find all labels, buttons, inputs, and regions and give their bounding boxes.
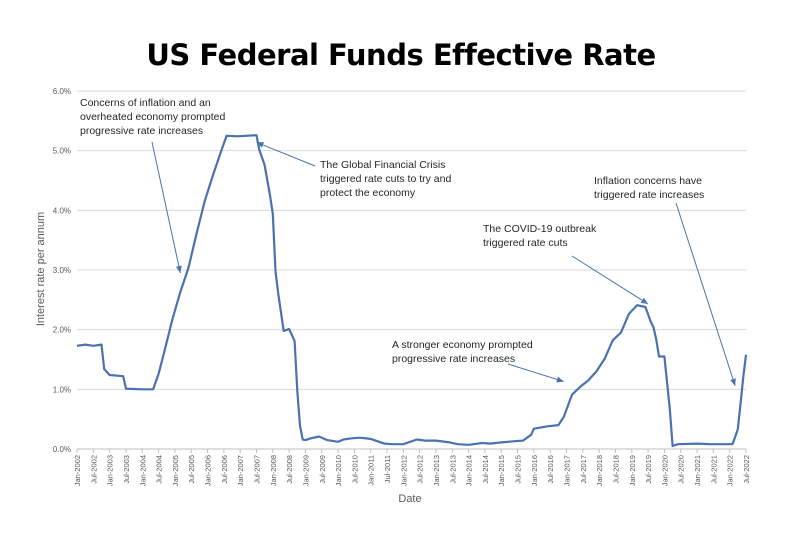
annotation: The COVID-19 outbreak triggered rate cuts <box>483 223 649 305</box>
x-tick-label: Jul-2010 <box>350 455 359 484</box>
y-tick-label: 1.0% <box>53 385 71 394</box>
annotation: The Global Financial Crisis triggered rat… <box>256 141 451 199</box>
x-tick-label: Jul-2002 <box>89 455 98 484</box>
series-line <box>76 134 748 448</box>
x-tick-label: Jul-2012 <box>416 455 425 484</box>
x-tick-label: Jan-2019 <box>628 455 637 486</box>
x-tick-label: Jul-2018 <box>611 455 620 484</box>
x-tick-label: Jan-2003 <box>106 455 115 486</box>
x-tick-label: Jan-2015 <box>497 455 506 486</box>
x-tick-label: Jan-2010 <box>334 455 343 486</box>
chart-title: US Federal Funds Effective Rate <box>146 38 656 72</box>
annotation-text: triggered rate cuts <box>483 237 568 249</box>
annotation-text: A stronger economy prompted <box>392 339 533 351</box>
x-tick-label: Jan-2006 <box>204 455 213 486</box>
x-axis-title: Date <box>398 493 421 505</box>
x-tick-label: Jan-2004 <box>138 455 147 486</box>
x-tick-label: Jan-2017 <box>563 455 572 486</box>
annotation: Inflation concerns have triggered rate in… <box>594 175 736 386</box>
x-tick-label: Jul-2013 <box>448 455 457 484</box>
x-tick-label: Jan-2008 <box>269 455 278 486</box>
x-tick-label: Jan-2016 <box>530 455 539 486</box>
annotation-text: Concerns of inflation and an <box>80 97 211 109</box>
annotation-text: Inflation concerns have <box>594 175 702 187</box>
x-tick-label: Jan-2021 <box>693 455 702 486</box>
x-tick-label: Jan-2005 <box>171 455 180 486</box>
x-tick-label: Jul-2003 <box>122 455 131 484</box>
annotation-text: protect the economy <box>320 187 416 199</box>
y-tick-label: 2.0% <box>53 326 71 335</box>
annotation-arrow <box>571 255 649 305</box>
x-tick-label: Jan-2018 <box>595 455 604 486</box>
x-tick-label: Jan-2011 <box>367 455 376 486</box>
y-axis-title: Interest rate per annum <box>35 212 47 326</box>
annotation-text: triggered rate cuts to try and <box>320 173 451 185</box>
annotation-arrow <box>151 141 182 274</box>
x-tick-label: Jul-2016 <box>546 455 555 484</box>
x-tick-label: Jul-2009 <box>318 455 327 484</box>
x-tick-label: Jul-2019 <box>644 455 653 484</box>
x-tick-label: Jan-2013 <box>432 455 441 486</box>
x-tick-label: Jul-2007 <box>252 455 261 484</box>
x-tick-label: Jul-2022 <box>742 455 751 484</box>
x-tick-label: Jul-2004 <box>155 455 164 484</box>
x-tick-label: Jul-2014 <box>481 455 490 484</box>
x-tick-label: Jan-2022 <box>726 455 735 486</box>
x-tick-label: Jul-2015 <box>514 455 523 484</box>
x-tick-label: Jan-2012 <box>399 455 408 486</box>
x-tick-label: Jul-2008 <box>285 455 294 484</box>
y-tick-label: 5.0% <box>53 147 71 156</box>
x-tick-label: Jul-2011 <box>383 455 392 483</box>
annotation-arrow <box>507 363 564 383</box>
x-tick-label: Jan-2014 <box>465 455 474 486</box>
annotation-text: progressive rate increases <box>392 353 515 365</box>
x-tick-label: Jan-2009 <box>301 455 310 486</box>
x-tick-label: Jul-2017 <box>579 455 588 484</box>
x-tick-label: Jan-2007 <box>236 455 245 486</box>
annotation: A stronger economy prompted progressive r… <box>392 339 564 383</box>
x-tick-label: Jan-2002 <box>73 455 82 486</box>
y-tick-label: 6.0% <box>53 87 71 96</box>
x-tick-label: Jul-2020 <box>677 455 686 484</box>
annotation: Concerns of inflation and an overheated e… <box>80 97 225 274</box>
x-tick-label: Jul-2021 <box>709 455 718 484</box>
x-tick-label: Jan-2020 <box>660 455 669 486</box>
annotation-text: The COVID-19 outbreak <box>483 223 597 235</box>
y-tick-label: 0.0% <box>53 445 71 454</box>
annotation-text: progressive rate increases <box>80 125 203 137</box>
annotation-arrow <box>256 141 316 167</box>
annotation-arrow <box>675 202 736 386</box>
annotation-text: The Global Financial Crisis <box>320 159 445 171</box>
x-tick-label: Jul-2006 <box>220 455 229 484</box>
y-tick-label: 4.0% <box>53 206 71 215</box>
x-tick-label: Jul-2005 <box>187 455 196 484</box>
y-tick-label: 3.0% <box>53 266 71 275</box>
annotation-text: triggered rate increases <box>594 189 704 201</box>
annotation-text: overheated economy prompted <box>80 111 225 123</box>
